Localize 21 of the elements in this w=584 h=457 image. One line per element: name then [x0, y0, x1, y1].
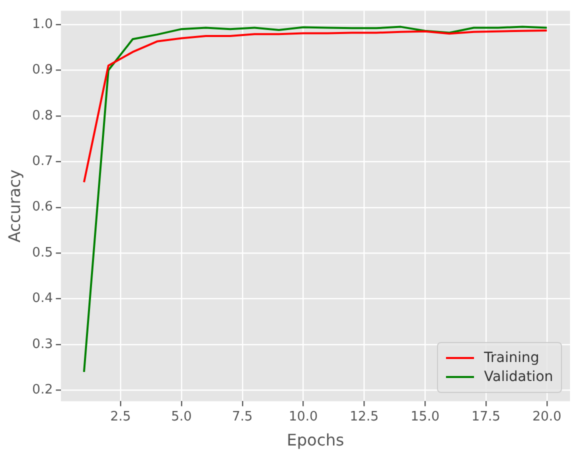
y-tick-label: 0.5 — [32, 245, 53, 260]
y-tick-label: 0.7 — [32, 154, 53, 170]
x-axis-title: Epochs — [286, 430, 344, 450]
legend-label: Training — [484, 350, 540, 366]
y-tick-label: 0.3 — [32, 336, 53, 352]
y-axis-title: Accuracy — [4, 169, 24, 243]
x-tick-label: 17.5 — [471, 409, 500, 424]
x-tick-label: 20.0 — [532, 409, 562, 424]
y-tick-label: 0.2 — [32, 382, 53, 398]
y-tick-label: 0.6 — [32, 200, 53, 215]
y-tick-label: 1.0 — [32, 16, 53, 32]
x-tick-label: 15.0 — [410, 409, 440, 424]
x-tick-label: 10.0 — [288, 409, 318, 424]
legend-label: Validation — [484, 369, 554, 386]
y-tick-label: 0.9 — [32, 62, 53, 78]
x-tick-label: 7.5 — [232, 409, 253, 424]
y-tick-label: 0.4 — [32, 291, 53, 306]
y-tick-label: 0.8 — [32, 108, 53, 124]
x-tick-label: 2.5 — [110, 409, 131, 424]
x-tick-label: 12.5 — [350, 409, 379, 424]
x-tick-label: 5.0 — [171, 409, 192, 424]
